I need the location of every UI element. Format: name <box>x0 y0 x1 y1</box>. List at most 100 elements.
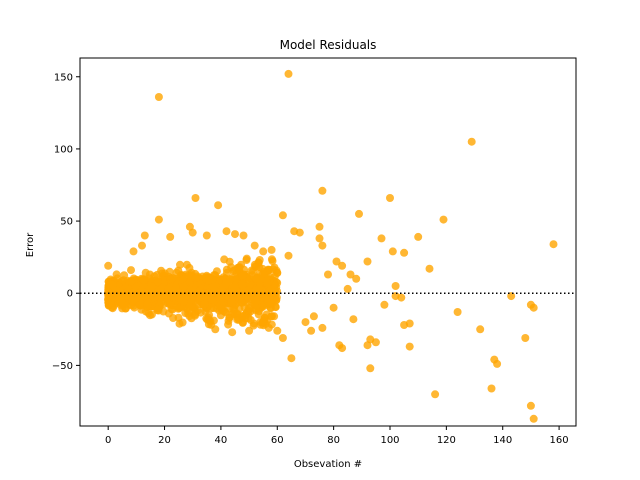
scatter-point <box>264 265 273 274</box>
y-tick-label: −50 <box>52 361 73 372</box>
scatter-point <box>171 283 180 292</box>
scatter-point <box>526 401 535 410</box>
scatter-point <box>309 312 318 321</box>
scatter-point <box>268 312 276 321</box>
scatter-point <box>273 287 282 296</box>
scatter-point <box>154 93 163 101</box>
scatter-point <box>267 255 276 264</box>
scatter-point <box>135 301 144 310</box>
scatter-point <box>131 293 140 302</box>
scatter-point <box>493 359 502 368</box>
y-axis-label: Error <box>25 232 36 257</box>
x-axis-label: Obsevation # <box>294 459 362 470</box>
scatter-point <box>256 318 265 327</box>
scatter-point <box>153 306 162 315</box>
scatter-point <box>138 241 146 250</box>
scatter-point <box>273 326 282 335</box>
scatter-point <box>229 305 238 314</box>
scatter-point <box>140 231 149 240</box>
scatter-point <box>179 297 188 306</box>
scatter-point <box>338 261 347 270</box>
scatter-point <box>241 314 250 323</box>
scatter-point <box>202 231 211 240</box>
scatter-point <box>386 194 394 202</box>
x-tick-label: 40 <box>215 435 228 446</box>
scatter-point <box>380 300 389 309</box>
scatter-point <box>251 306 260 315</box>
scatter-point <box>324 270 332 279</box>
y-axis: −50 0 50 100 150 <box>52 72 80 372</box>
scatter-point <box>363 257 372 266</box>
scatter-point <box>405 342 414 351</box>
x-tick-label: 20 <box>158 435 171 446</box>
scatter-point <box>137 286 146 295</box>
scatter-point <box>147 310 156 319</box>
scatter-point <box>107 303 116 312</box>
scatter-point <box>400 248 409 257</box>
y-tick-label: 150 <box>54 72 73 83</box>
scatter-point <box>158 269 167 278</box>
scatter-point <box>164 284 173 293</box>
scatter-point <box>263 279 272 288</box>
scatter-point <box>176 260 184 269</box>
scatter-point <box>127 266 135 275</box>
scatter-point <box>129 247 138 256</box>
scatter-point <box>186 271 195 280</box>
scatter-point <box>521 334 530 342</box>
scatter-point <box>166 232 175 241</box>
scatter-point <box>186 286 195 294</box>
scatter-point <box>388 247 397 256</box>
x-tick-label: 100 <box>380 435 399 446</box>
scatter-point <box>255 256 264 264</box>
scatter-point <box>193 273 202 282</box>
scatter-point <box>250 241 259 250</box>
scatter-point <box>104 292 113 301</box>
scatter-point <box>549 240 558 249</box>
scatter-point <box>267 245 276 254</box>
scatter-point <box>139 292 148 301</box>
scatter-point <box>529 414 538 423</box>
scatter-point <box>287 354 296 363</box>
scatter-point <box>355 209 363 218</box>
scatter-point <box>377 234 386 243</box>
scatter-point <box>228 328 237 337</box>
scatter-point <box>224 320 233 329</box>
x-tick-label: 140 <box>493 435 512 446</box>
scatter-point <box>391 282 400 290</box>
scatter-point <box>199 289 208 298</box>
scatter-point <box>231 230 239 239</box>
scatter-point <box>242 254 251 263</box>
scatter-point <box>318 186 327 195</box>
scatter-point <box>315 234 324 243</box>
scatter-point <box>212 267 221 276</box>
y-tick-label: 0 <box>67 289 73 300</box>
scatter-point <box>431 390 440 399</box>
scatter-point <box>234 315 243 324</box>
scatter-point <box>168 273 177 282</box>
scatter-point <box>157 298 166 307</box>
scatter-point <box>439 215 448 224</box>
scatter-point <box>252 274 261 283</box>
scatter-point <box>284 69 293 78</box>
scatter-point <box>141 268 150 277</box>
scatter-point <box>208 295 216 304</box>
scatter-point <box>211 325 220 334</box>
scatter-point <box>104 261 113 270</box>
scatter-point <box>174 313 183 322</box>
scatter-point <box>209 282 218 290</box>
scatter-point <box>453 308 462 316</box>
x-tick-label: 160 <box>550 435 569 446</box>
scatter-point <box>295 228 304 237</box>
x-tick-label: 120 <box>437 435 456 446</box>
x-tick-label: 0 <box>105 435 111 446</box>
scatter-point <box>271 280 280 289</box>
scatter-point <box>366 364 375 373</box>
scatter-point <box>467 137 476 146</box>
scatter-point <box>154 277 162 286</box>
scatter-point <box>222 268 231 277</box>
scatter-point <box>363 341 372 350</box>
scatter-point <box>220 255 229 264</box>
scatter-point <box>200 300 209 309</box>
scatter-point <box>185 302 194 311</box>
scatter-point <box>219 307 228 316</box>
